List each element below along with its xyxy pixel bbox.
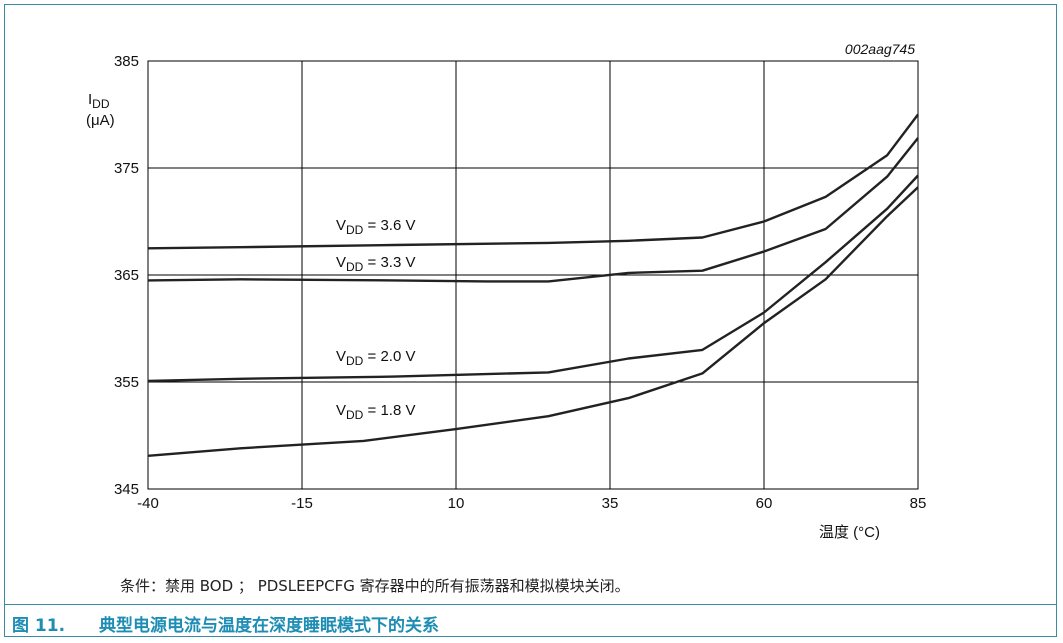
grid-layer [147,60,919,490]
series-line [147,174,919,383]
series-line [147,137,919,283]
series-label: VDD = 1.8 V [336,402,415,422]
series-line [147,113,919,250]
y-tick-label: 355 [114,374,139,391]
y-tick-label: 375 [114,160,139,177]
caption-bar: 图 11. 典型电源电流与温度在深度睡眠模式下的关系 [4,604,1057,637]
y-axis-unit: (μA) [86,112,115,129]
chart: -40 -15 10 35 60 85 345 355 365 375 385 VDD = 3.6 … [86,41,926,541]
y-axis-label: IDD [88,91,110,111]
series-label: VDD = 3.3 V [336,254,415,274]
x-tick-label: 85 [910,495,927,512]
series-line [147,186,919,457]
condition-note: 条件：禁用 BOD ； PDSLEEPCFG 寄存器中的所有振荡器和模拟模块关闭… [120,577,630,595]
axis-labels-layer: -40 -15 10 35 60 85 345 355 365 375 385 [114,53,926,512]
x-axis-label: 温度 (°C) [819,524,880,541]
figure-frame [4,4,1057,637]
x-tick-label: 35 [602,495,619,512]
y-tick-label: 365 [114,267,139,284]
x-tick-label: -40 [137,495,159,512]
x-tick-label: 10 [448,495,465,512]
series-label: VDD = 3.6 V [336,217,415,237]
series-labels-layer: VDD = 3.6 V VDD = 3.3 V VDD = 2.0 V VDD = 1… [336,217,415,422]
series-label: VDD = 2.0 V [336,348,415,368]
x-tick-label: 60 [756,495,773,512]
y-tick-label: 345 [114,481,139,498]
figure-number: 图 11. [12,616,66,636]
x-tick-label: -15 [291,495,313,512]
y-tick-label: 385 [114,53,139,70]
series-layer [147,113,919,457]
figure-title: 典型电源电流与温度在深度睡眠模式下的关系 [99,616,439,636]
figure-id-label: 002aag745 [845,41,915,57]
